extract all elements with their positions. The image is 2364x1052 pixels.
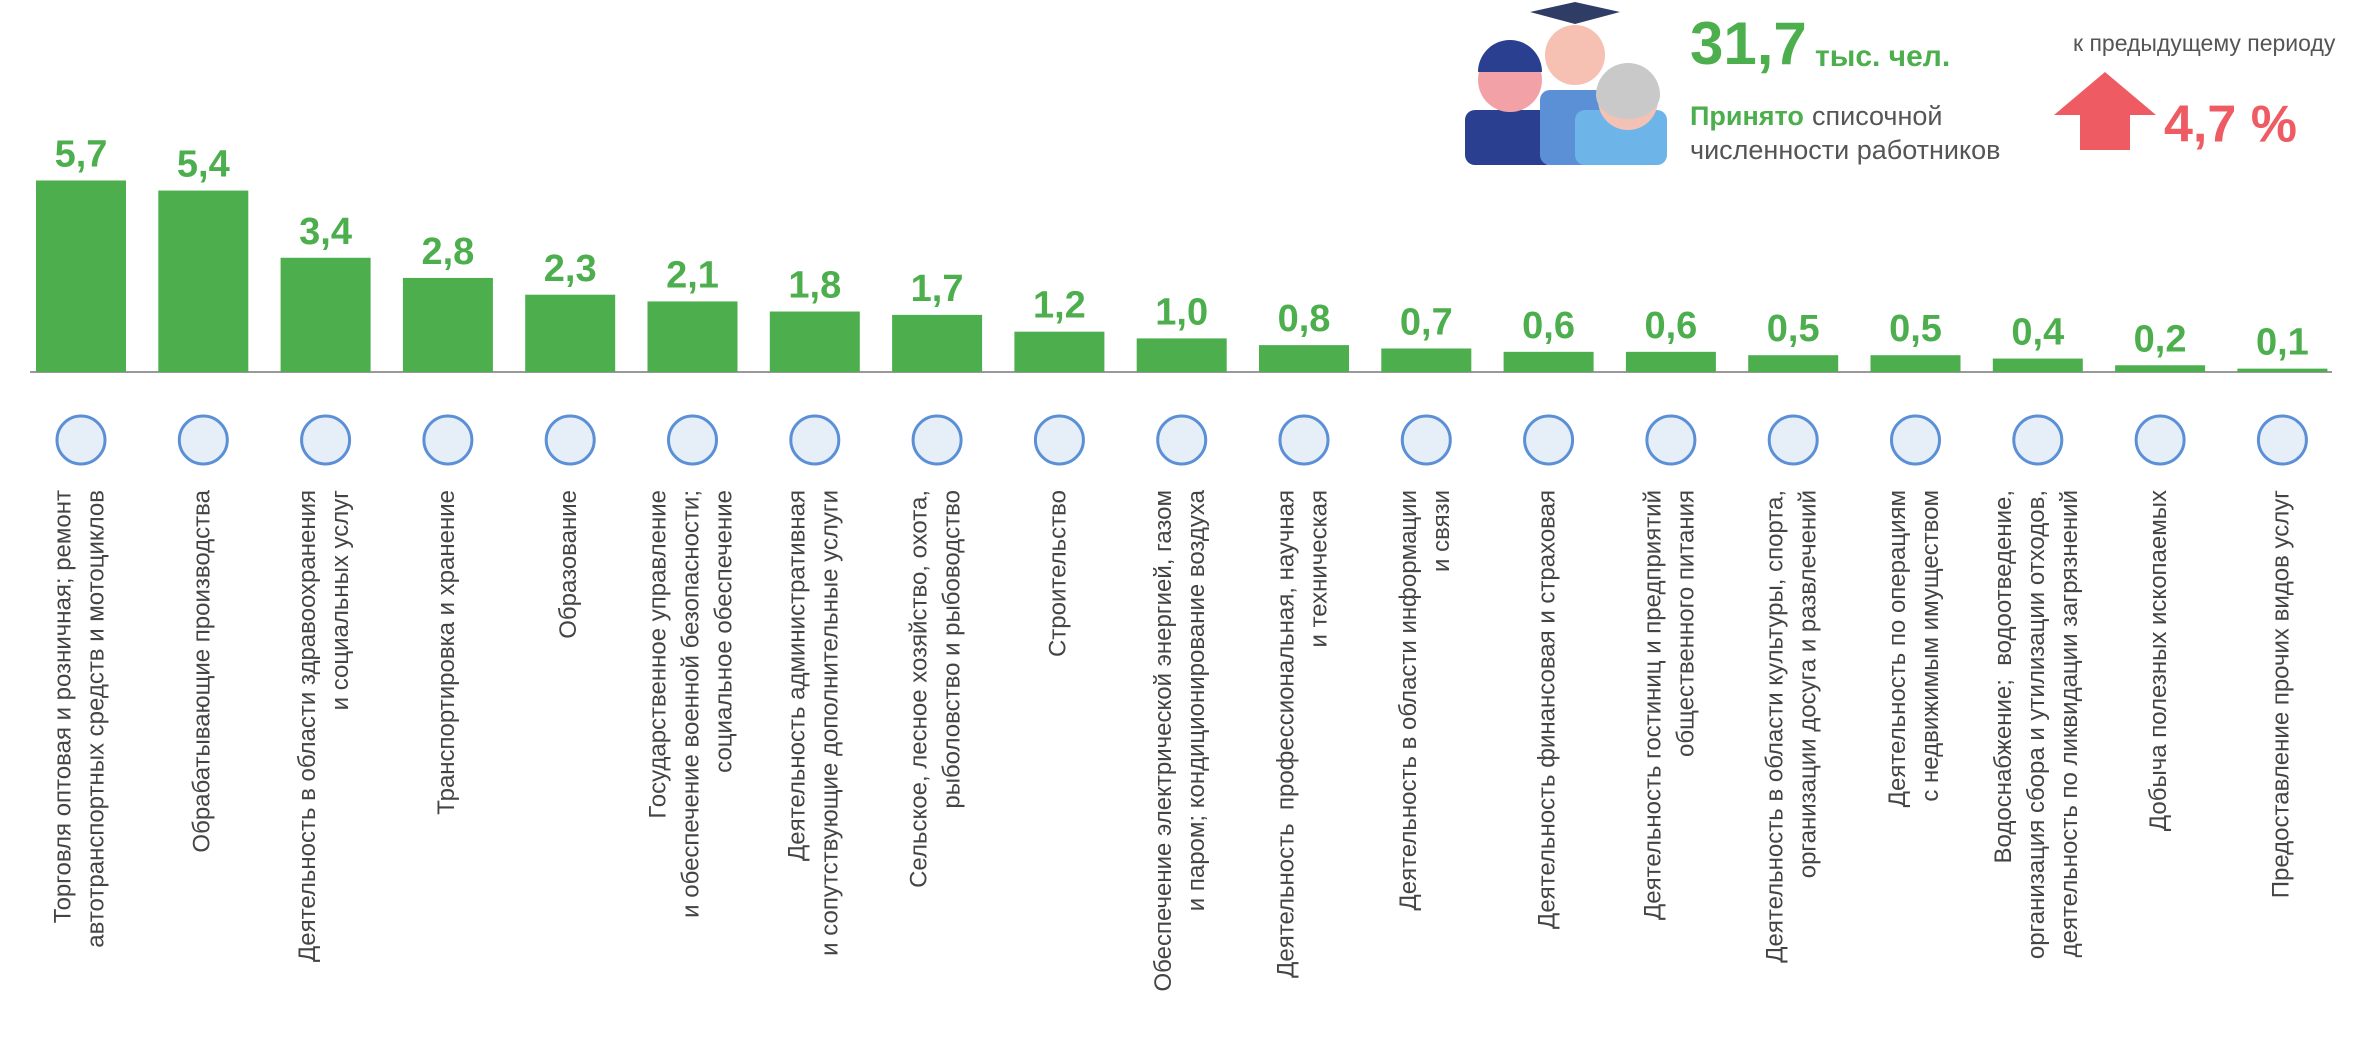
value-label: 0,5 xyxy=(1767,308,1820,350)
bar xyxy=(1626,352,1716,372)
bar xyxy=(892,315,982,372)
bar xyxy=(1993,359,2083,372)
category-icon xyxy=(2014,416,2062,464)
category-label: Строительство xyxy=(1045,490,1072,657)
category-icon xyxy=(1158,416,1206,464)
category-icon xyxy=(179,416,227,464)
bar xyxy=(1381,348,1471,372)
value-label: 0,1 xyxy=(2256,322,2309,364)
bar xyxy=(281,258,371,372)
category-icon xyxy=(1035,416,1083,464)
category-label: Деятельность в области культуры, спорта,… xyxy=(1762,490,1822,963)
value-label: 1,7 xyxy=(911,268,964,310)
category-icon xyxy=(791,416,839,464)
category-label: Образование xyxy=(556,490,583,639)
category-label: Сельское, лесное хозяйство, охота,рыболо… xyxy=(906,490,966,888)
accepted-line2: численности работников xyxy=(1690,135,2000,165)
total-value: 31,7 xyxy=(1690,10,1807,77)
category-label: Водоснабжение; водоотведение,организация… xyxy=(1990,490,2083,959)
chart: 31,7 тыс. чел. Принято списочной численн… xyxy=(0,0,2364,1052)
bar xyxy=(1259,345,1349,372)
bar xyxy=(1748,355,1838,372)
value-label: 0,5 xyxy=(1889,308,1942,350)
bar xyxy=(158,191,248,372)
category-icon xyxy=(1525,416,1573,464)
accepted-rest: списочной xyxy=(1812,101,1943,131)
bar xyxy=(1871,355,1961,372)
category-label: Предоставление прочих видов услуг xyxy=(2268,490,2295,898)
category-icon xyxy=(2136,416,2184,464)
change-caption: к предыдущему периоду xyxy=(2073,30,2336,56)
value-label: 0,6 xyxy=(1644,305,1697,347)
accepted: Принято xyxy=(1690,101,1804,131)
bar xyxy=(2237,369,2327,372)
category-label: Деятельность финансовая и страховая xyxy=(1534,490,1561,929)
category-icon xyxy=(913,416,961,464)
value-label: 0,7 xyxy=(1400,302,1453,344)
up-arrow xyxy=(2054,72,2156,150)
value-label: 0,4 xyxy=(2011,312,2064,354)
category-icon xyxy=(302,416,350,464)
bar xyxy=(1504,352,1594,372)
category-icon xyxy=(546,416,594,464)
category-icon xyxy=(2258,416,2306,464)
category-icon xyxy=(1769,416,1817,464)
total-unit: тыс. чел. xyxy=(1815,40,1950,73)
category-icon xyxy=(669,416,717,464)
value-label: 1,2 xyxy=(1033,285,1086,327)
value-label: 2,8 xyxy=(421,231,474,273)
bar xyxy=(648,301,738,372)
value-label: 2,1 xyxy=(666,254,719,296)
category-icon xyxy=(424,416,472,464)
category-icon xyxy=(1280,416,1328,464)
bar xyxy=(2115,365,2205,372)
bar xyxy=(525,295,615,372)
category-icon xyxy=(1647,416,1695,464)
value-label: 0,2 xyxy=(2134,318,2187,360)
category-icon xyxy=(1892,416,1940,464)
bar xyxy=(1014,332,1104,372)
bar xyxy=(36,180,126,372)
bar xyxy=(770,312,860,372)
category-label: Транспортировка и хранение xyxy=(433,490,460,815)
value-label: 0,8 xyxy=(1278,298,1331,340)
value-label: 2,3 xyxy=(544,248,597,290)
category-icon xyxy=(57,416,105,464)
value-label: 5,7 xyxy=(55,134,108,176)
value-label: 1,8 xyxy=(788,265,841,307)
bar xyxy=(1137,338,1227,372)
bar xyxy=(403,278,493,372)
change-value: 4,7 % xyxy=(2164,96,2297,154)
value-label: 3,4 xyxy=(299,211,352,253)
value-label: 0,6 xyxy=(1522,305,1575,347)
category-label: Добыча полезных ископаемых xyxy=(2145,490,2172,831)
category-icon xyxy=(1402,416,1450,464)
value-label: 5,4 xyxy=(177,144,230,186)
category-label: Обеспечение электрической энергией, газо… xyxy=(1151,489,1211,991)
category-label: Обрабатывающие производства xyxy=(189,489,216,852)
people-icon xyxy=(1465,2,1667,165)
value-label: 1,0 xyxy=(1155,291,1208,333)
